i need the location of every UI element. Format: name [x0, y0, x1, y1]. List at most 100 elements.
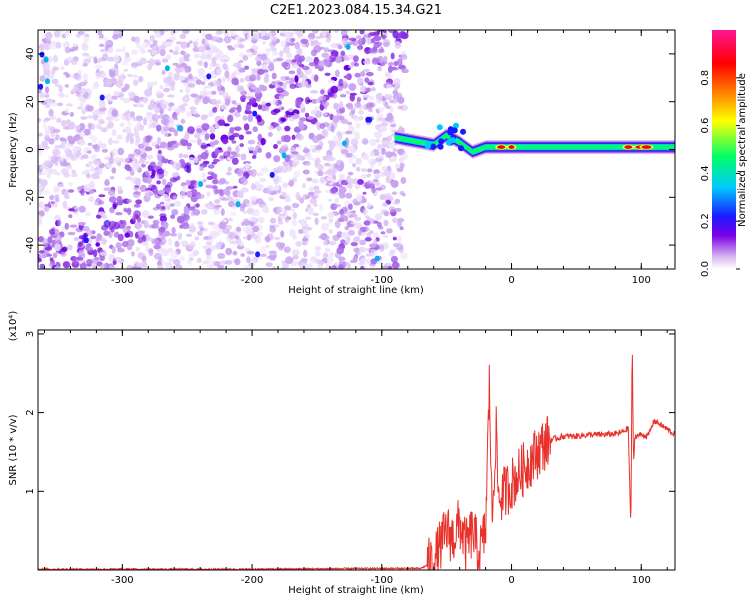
spectrogram-cell [375, 157, 383, 163]
spectrogram-cell [234, 126, 242, 131]
y-tick-label: 40 [25, 48, 36, 61]
spectrogram-cell [166, 54, 172, 60]
spectrogram-cell [123, 126, 132, 134]
spectrogram-cell [365, 247, 371, 251]
spectrogram-cell [299, 103, 305, 109]
spectrogram-cell [260, 36, 267, 40]
spectrogram-cell [340, 149, 349, 155]
spectrogram-cell [213, 261, 221, 267]
x-tick-label: -100 [370, 275, 393, 286]
spectrogram-cell [240, 253, 245, 257]
spectrogram-cell [296, 134, 304, 141]
spectrogram-cell [138, 75, 144, 83]
spectrogram-cell [319, 95, 327, 101]
spectrogram-cell [39, 75, 46, 82]
spectrogram-cell [354, 216, 362, 221]
spectrogram-cell [310, 90, 319, 94]
spectrogram-cell [171, 209, 179, 216]
spectrogram-cell [50, 40, 57, 47]
spectrogram-cell [338, 174, 345, 179]
snr-panel: -300 -200 -100 0 100 1 2 3 Height of straight … [8, 311, 676, 596]
ridge-band [394, 133, 675, 155]
spectrogram-cell [386, 112, 393, 121]
spectrogram-cell [299, 219, 307, 226]
spectrogram-cell [231, 77, 239, 86]
spectrogram-cell [122, 60, 128, 66]
spectrogram-cell [392, 30, 400, 39]
spectrogram-cell [202, 96, 209, 105]
spectrogram-cell [307, 37, 315, 42]
spectrogram-cell [206, 191, 211, 197]
spectrogram-cell [206, 257, 210, 265]
spectrogram-cell [78, 140, 86, 146]
spectrogram-cell [360, 85, 367, 93]
spectrogram-cell [132, 74, 139, 79]
spectrogram-cell [250, 184, 257, 190]
spectrogram-cell [260, 33, 266, 37]
spectrogram-cell [116, 134, 123, 140]
spectrogram-cell [211, 56, 217, 64]
spectrogram-cell [288, 42, 295, 46]
spectrogram-cell [104, 78, 112, 84]
spectrogram-cell [348, 65, 354, 69]
spectrogram-cell [135, 149, 142, 156]
spectrogram-cell [284, 195, 291, 203]
spectrogram-cell [99, 251, 107, 256]
spectrogram-cell [354, 247, 360, 254]
spectrogram-cell [394, 41, 402, 49]
spectrogram-cell [123, 68, 129, 72]
spectrogram-cell [326, 256, 334, 264]
spectrogram-cell [277, 81, 284, 85]
spectrogram-cell [362, 191, 367, 195]
spectrogram-cell [351, 178, 359, 185]
spectrogram-cell [379, 244, 385, 252]
spectrogram-cell [326, 176, 332, 182]
spectrogram-cell [99, 43, 105, 47]
spectrogram-cell [131, 160, 136, 167]
spectrogram-cell [377, 112, 384, 118]
spectrogram-cell [222, 91, 229, 99]
spectrogram-cell [192, 250, 200, 256]
spectrogram-cell [200, 145, 208, 149]
spectrogram-cell [257, 147, 263, 153]
spectrogram-cell [338, 115, 345, 121]
spectrogram-cell [198, 60, 204, 67]
spectrogram-cell [169, 232, 177, 237]
spectrogram-cell [323, 47, 329, 53]
spectrogram-cell [90, 235, 97, 240]
x-tick-label: -300 [111, 575, 134, 586]
spectrogram-cell [155, 203, 162, 209]
spectrogram-cell [400, 176, 407, 185]
spectrogram-cell [256, 184, 264, 189]
spectrogram-cell [215, 243, 222, 249]
spectrogram-cell [270, 35, 278, 42]
spectrogram-cell [240, 187, 249, 193]
spectrogram-cell [205, 92, 212, 98]
spectrogram-cell [117, 247, 125, 253]
spectrogram-cell [224, 181, 230, 185]
spectrogram-cell [229, 156, 235, 159]
spectrogram-cell [98, 101, 105, 109]
spectrogram-cell [86, 229, 94, 236]
spectrogram-cell [111, 95, 118, 100]
spectrogram-cell [357, 229, 362, 236]
spectrogram-cell [213, 140, 219, 145]
spectrogram-cell [161, 234, 166, 240]
spectrogram-cell [131, 166, 139, 172]
spectrogram-cell [358, 262, 366, 266]
spectrogram-cell [283, 46, 291, 54]
spectrogram-cell [85, 169, 91, 174]
spectrogram-cell [390, 123, 397, 128]
spectrogram-cell [128, 239, 135, 247]
spectrogram-cell [96, 214, 102, 219]
spectrogram-hot-cell [177, 125, 183, 132]
spectrogram-cell [166, 41, 173, 47]
spectrogram-cell [199, 165, 205, 171]
spectrogram-cell [211, 223, 219, 230]
spectrogram-cell [69, 112, 75, 117]
spectrogram-cell [285, 256, 293, 265]
spectrogram-cell [384, 192, 392, 200]
spectrogram-cell [268, 125, 274, 131]
spectrogram-cell [397, 96, 405, 104]
spectrogram-cell [234, 111, 241, 118]
